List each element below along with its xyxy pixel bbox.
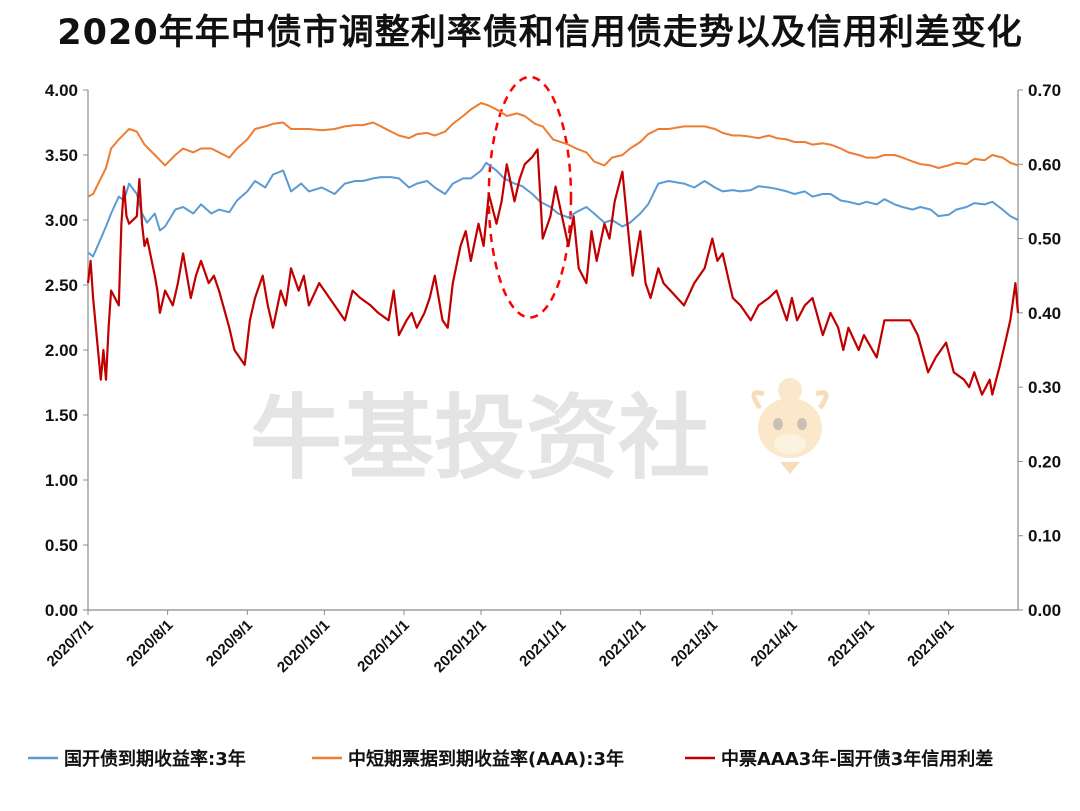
y-left-tick-label: 3.50 xyxy=(45,146,78,165)
x-tick-label: 2020/10/1 xyxy=(274,617,333,676)
x-tick-label: 2021/2/1 xyxy=(596,617,649,670)
y-right-tick-label: 0.50 xyxy=(1028,230,1061,249)
legend-label-3: 中票AAA3年-国开债3年信用利差 xyxy=(721,748,993,770)
x-tick-label: 2021/4/1 xyxy=(747,617,800,670)
chart-title: 2020年年中债市调整利率债和信用债走势以及信用利差变化 xyxy=(57,13,1023,53)
axes: 0.00 0.50 1.00 1.50 2.00 2.50 3.00 3.50 4.00 0.00… xyxy=(44,81,1062,676)
x-tick-label: 2020/9/1 xyxy=(203,617,256,670)
x-tick-label: 2021/1/1 xyxy=(516,617,569,670)
y-left-tick-label: 2.00 xyxy=(45,341,78,360)
y-right-tick-label: 0.60 xyxy=(1028,155,1061,174)
watermark-text: 牛基投资社 xyxy=(250,385,710,492)
y-right-tick-label: 0.40 xyxy=(1028,304,1061,323)
series-line-1 xyxy=(87,161,1019,258)
x-tick-label: 2021/3/1 xyxy=(668,617,721,670)
y-left-tick-label: 1.50 xyxy=(45,406,78,425)
y-left-tick-label: 0.00 xyxy=(45,601,78,620)
mascot-logo xyxy=(751,378,829,474)
y-left-tick-label: 0.50 xyxy=(45,536,78,555)
y-right-tick-label: 0.00 xyxy=(1028,601,1061,620)
x-tick-label: 2021/5/1 xyxy=(825,617,878,670)
x-tick-label: 2020/12/1 xyxy=(431,617,490,676)
x-tick-label: 2020/11/1 xyxy=(354,617,413,676)
x-tick-label: 2020/7/1 xyxy=(44,617,97,670)
x-tick-label: 2020/8/1 xyxy=(123,617,176,670)
legend-label-1: 国开债到期收益率:3年 xyxy=(64,748,246,770)
y-left-tick-label: 2.50 xyxy=(45,276,78,295)
watermark: 牛基投资社 xyxy=(250,378,829,492)
series-line-3 xyxy=(86,148,1020,396)
y-left-tick-label: 1.00 xyxy=(45,471,78,490)
y-right-tick-label: 0.70 xyxy=(1028,81,1061,100)
legend: 国开债到期收益率:3年 中短期票据到期收益率(AAA):3年 中票AAA3年-国开债… xyxy=(28,748,993,770)
y-right-tick-label: 0.10 xyxy=(1028,527,1061,546)
y-right-tick-label: 0.20 xyxy=(1028,452,1061,471)
y-left-tick-label: 3.00 xyxy=(45,211,78,230)
y-right-tick-label: 0.30 xyxy=(1028,378,1061,397)
series-layer xyxy=(86,102,1020,396)
series-line-2 xyxy=(87,102,1019,198)
x-tick-label: 2021/6/1 xyxy=(904,617,957,670)
y-left-tick-label: 4.00 xyxy=(45,81,78,100)
legend-label-2: 中短期票据到期收益率(AAA):3年 xyxy=(348,748,624,770)
